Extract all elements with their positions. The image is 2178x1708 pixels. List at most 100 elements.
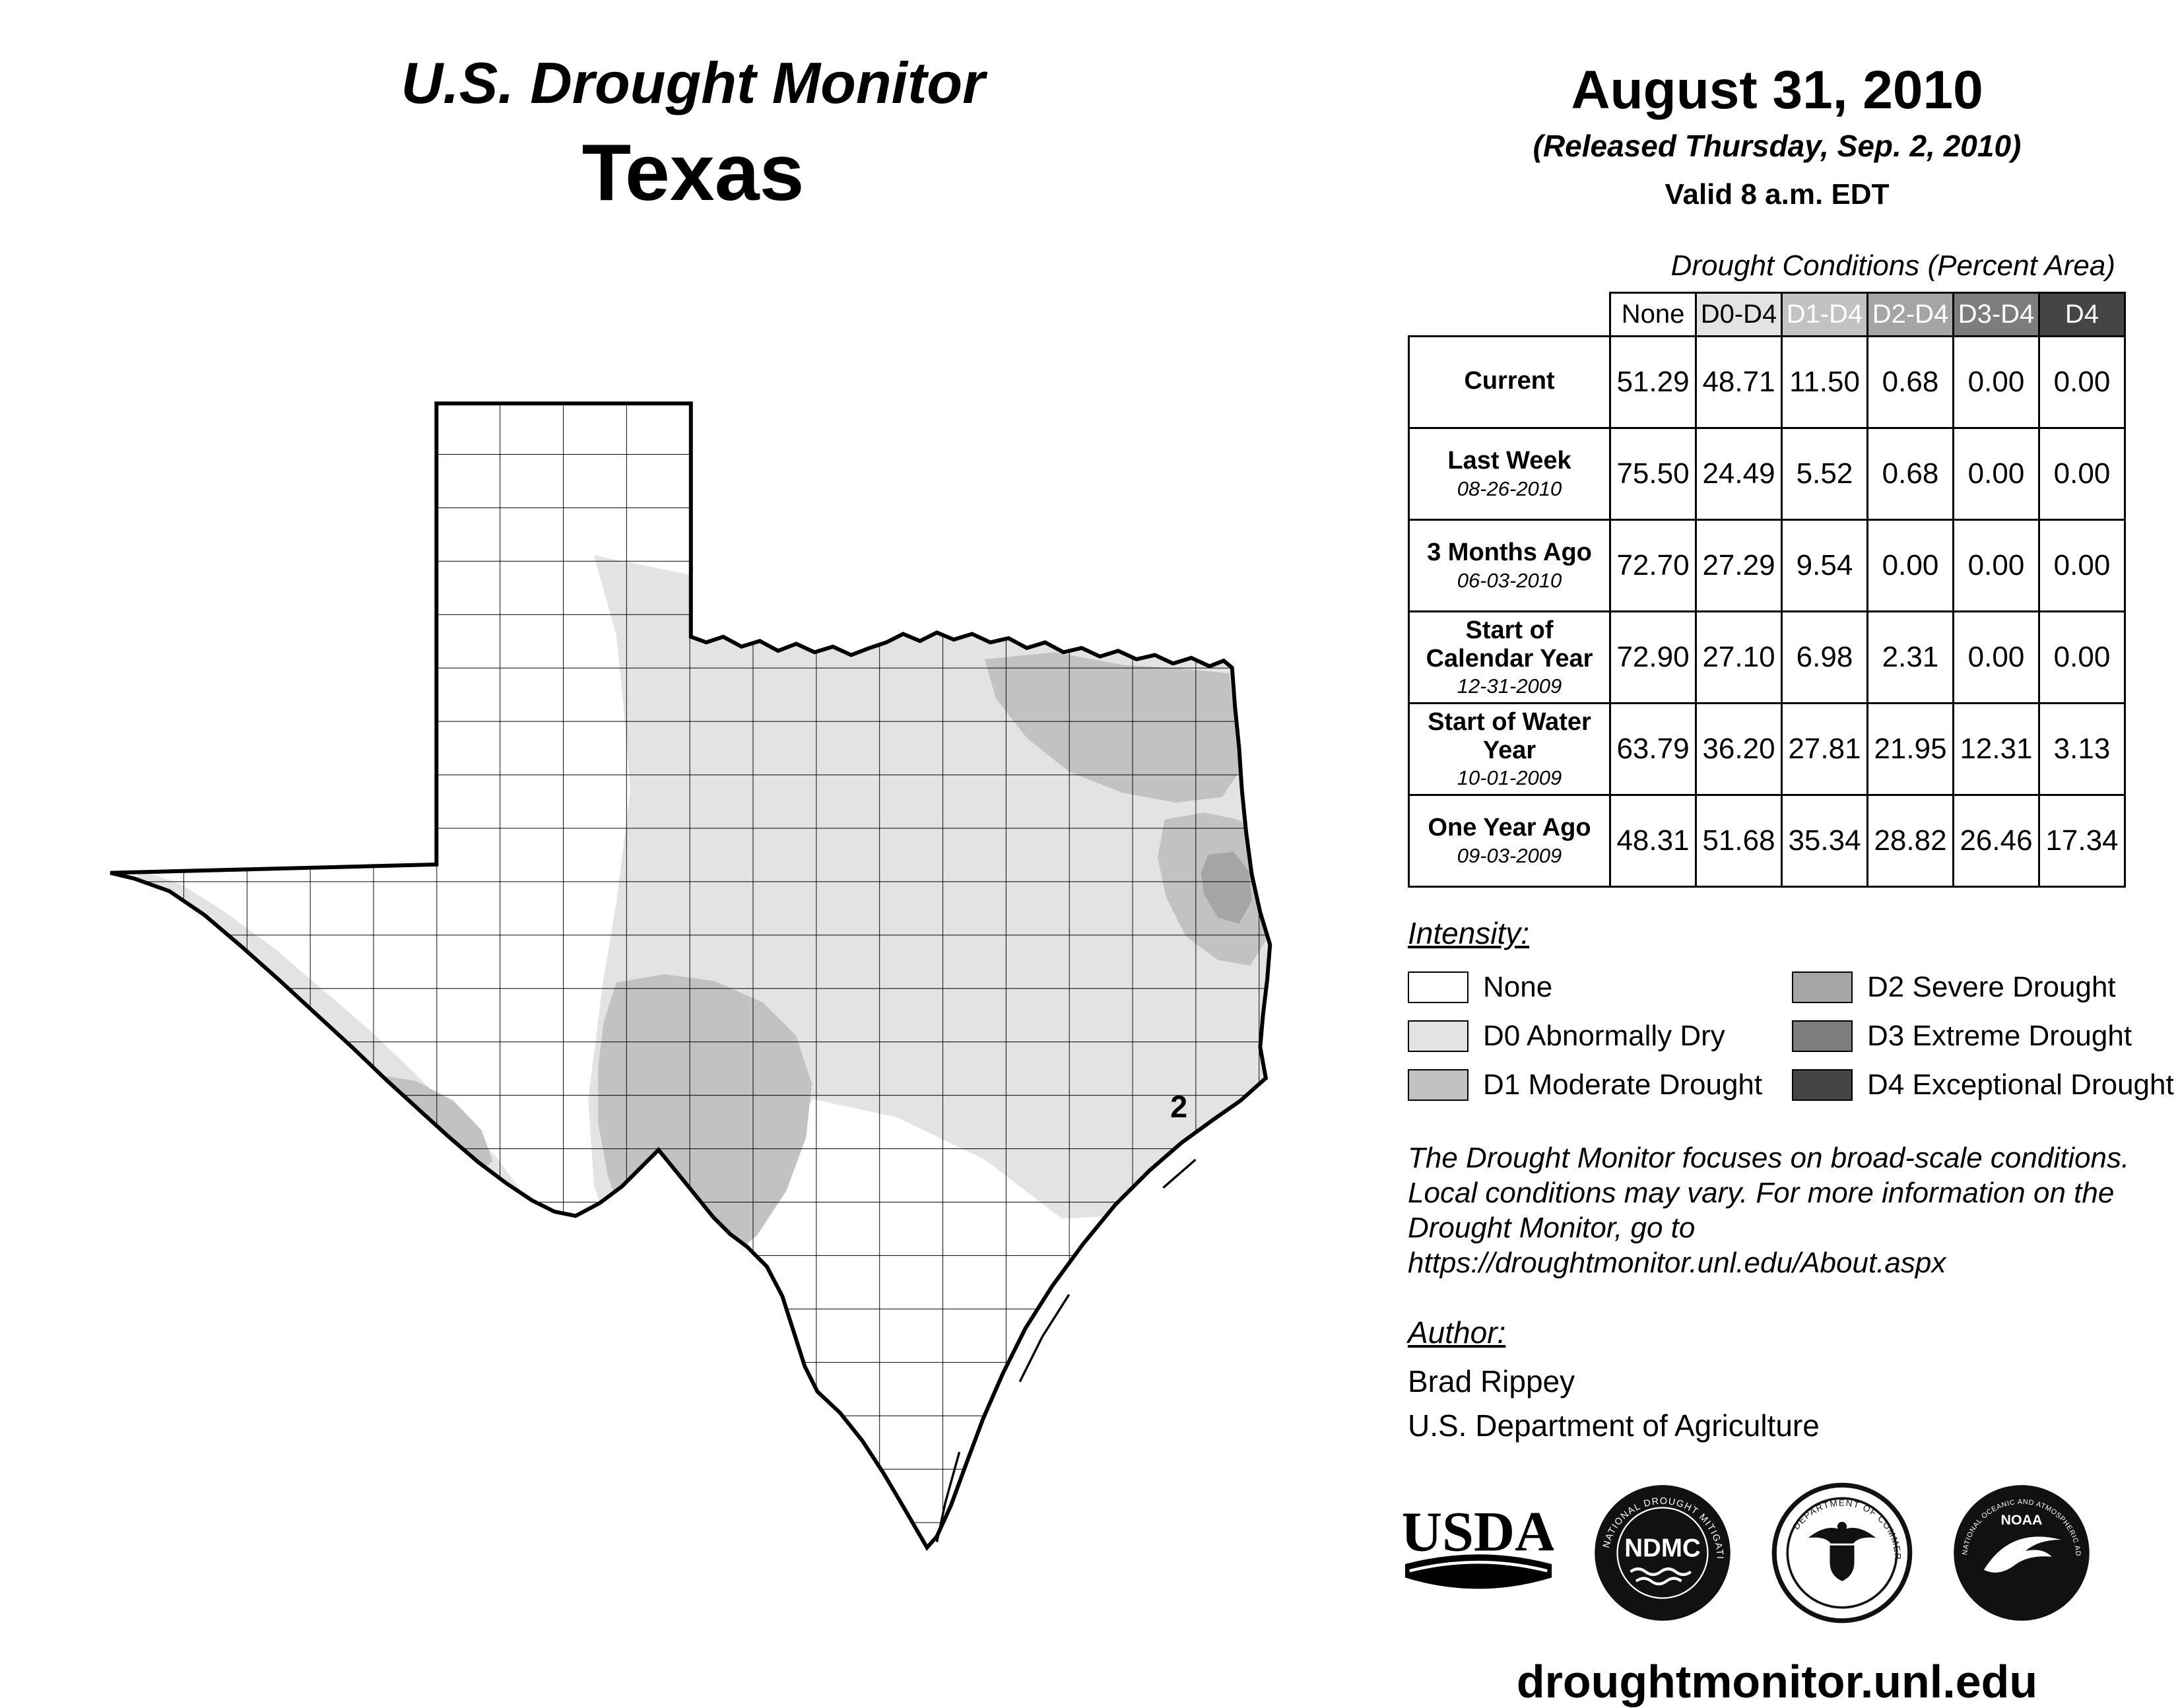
value-cell: 9.54 bbox=[1781, 519, 1868, 612]
value-cell: 63.79 bbox=[1609, 702, 1697, 797]
value-cell: 35.34 bbox=[1781, 794, 1868, 888]
county-grid bbox=[110, 403, 1270, 1548]
value-cell: 12.31 bbox=[1952, 702, 2040, 797]
author-block: Author: Brad Rippey U.S. Department of A… bbox=[1408, 1315, 2162, 1447]
value-cell: 0.00 bbox=[1952, 335, 2040, 429]
usda-swoosh bbox=[1404, 1554, 1552, 1589]
monitor-title: U.S. Drought Monitor bbox=[401, 50, 985, 115]
value-cell: 48.71 bbox=[1695, 335, 1783, 429]
value-cell: 0.00 bbox=[2038, 335, 2126, 429]
col-header-d4: D4 bbox=[2038, 292, 2126, 337]
value-cell: 0.00 bbox=[2038, 427, 2126, 521]
agency-logos: USDA NATIONAL DROUGHT MITIGATION CENTER … bbox=[1403, 1482, 2162, 1624]
texas-drought-map: 2 bbox=[99, 389, 1287, 1559]
value-cell: 75.50 bbox=[1609, 427, 1697, 521]
map-annotation: 2 bbox=[1170, 1090, 1187, 1124]
valid-time: Valid 8 a.m. EDT bbox=[1665, 178, 1890, 211]
value-cell: 27.81 bbox=[1781, 702, 1868, 797]
col-header-none: None bbox=[1609, 292, 1697, 337]
value-cell: 0.68 bbox=[1866, 427, 1954, 521]
value-cell: 26.46 bbox=[1952, 794, 2040, 888]
row-label: Start of Water Year 10-01-2009 bbox=[1408, 702, 1611, 797]
value-cell: 27.10 bbox=[1695, 610, 1783, 705]
report-date: August 31, 2010 bbox=[1571, 60, 1983, 120]
table-header-row: None D0-D4 D1-D4 D2-D4 D3-D4 D4 bbox=[1408, 292, 2126, 337]
legend-label: D4 Exceptional Drought bbox=[1867, 1068, 2174, 1101]
value-cell: 3.13 bbox=[2038, 702, 2126, 797]
table-row-start-water-year: Start of Water Year 10-01-2009 63.79 36.… bbox=[1408, 702, 2126, 797]
legend-item-d3: D3 Extreme Drought bbox=[1792, 1012, 2177, 1061]
author-title: Author: bbox=[1408, 1315, 1506, 1350]
info-column: August 31, 2010 (Released Thursday, Sep.… bbox=[1393, 59, 2174, 1708]
value-cell: 48.31 bbox=[1609, 794, 1697, 888]
value-cell: 28.82 bbox=[1866, 794, 1954, 888]
col-header-d2d4: D2-D4 bbox=[1866, 292, 1954, 337]
drought-conditions-table: None D0-D4 D1-D4 D2-D4 D3-D4 D4 Current … bbox=[1408, 292, 2126, 888]
value-cell: 0.00 bbox=[1866, 519, 1954, 612]
commerce-seal: DEPARTMENT OF COMMERCE bbox=[1771, 1482, 1913, 1624]
table-row-current: Current 51.29 48.71 11.50 0.68 0.00 0.00 bbox=[1408, 335, 2126, 429]
legend-swatch-d1 bbox=[1408, 1069, 1468, 1101]
legend-item-d4: D4 Exceptional Drought bbox=[1792, 1061, 2177, 1109]
ndmc-logo: NATIONAL DROUGHT MITIGATION CENTER NDMC bbox=[1595, 1485, 1731, 1621]
title-block: U.S. Drought Monitor Texas bbox=[198, 49, 1188, 218]
legend-item-none: None bbox=[1408, 963, 1792, 1012]
legend-swatch-d3 bbox=[1792, 1020, 1853, 1053]
value-cell: 0.00 bbox=[1952, 610, 2040, 705]
noaa-logo: NATIONAL OCEANIC AND ATMOSPHERIC ADMINIS… bbox=[1954, 1485, 2090, 1621]
noaa-wordmark: NOAA bbox=[2001, 1512, 2043, 1528]
row-label: Current bbox=[1408, 335, 1611, 429]
disclaimer: The Drought Monitor focuses on broad-sca… bbox=[1408, 1141, 2162, 1280]
legend-item-d0: D0 Abnormally Dry bbox=[1408, 1012, 1792, 1061]
legend-label: D0 Abnormally Dry bbox=[1483, 1020, 1725, 1053]
legend-swatch-none bbox=[1408, 971, 1468, 1004]
release-date: (Released Thursday, Sep. 2, 2010) bbox=[1533, 129, 2022, 163]
value-cell: 0.00 bbox=[2038, 519, 2126, 612]
legend-label: D1 Moderate Drought bbox=[1483, 1068, 1763, 1101]
value-cell: 0.00 bbox=[1952, 519, 2040, 612]
author-name: Brad Rippey bbox=[1408, 1364, 1575, 1399]
table-title: Drought Conditions (Percent Area) bbox=[1670, 249, 2115, 282]
intensity-title: Intensity: bbox=[1408, 916, 1530, 951]
table-row-start-calendar-year: Start of Calendar Year 12-31-2009 72.90 … bbox=[1408, 610, 2126, 705]
value-cell: 36.20 bbox=[1695, 702, 1783, 797]
value-cell: 24.49 bbox=[1695, 427, 1783, 521]
value-cell: 0.68 bbox=[1866, 335, 1954, 429]
disclaimer-line: Local conditions may vary. For more info… bbox=[1408, 1176, 2115, 1209]
noaa-bird bbox=[1983, 1536, 2061, 1573]
value-cell: 27.29 bbox=[1695, 519, 1783, 612]
author-org: U.S. Department of Agriculture bbox=[1408, 1408, 1820, 1443]
col-header-d3d4: D3-D4 bbox=[1952, 292, 2040, 337]
value-cell: 2.31 bbox=[1866, 610, 1954, 705]
value-cell: 51.29 bbox=[1609, 335, 1697, 429]
value-cell: 5.52 bbox=[1781, 427, 1868, 521]
value-cell: 21.95 bbox=[1866, 702, 1954, 797]
value-cell: 0.00 bbox=[2038, 610, 2126, 705]
usda-wordmark: USDA bbox=[1403, 1499, 1554, 1563]
commerce-eagle bbox=[1837, 1521, 1847, 1531]
table-row-3-months-ago: 3 Months Ago 06-03-2010 72.70 27.29 9.54… bbox=[1408, 519, 2126, 612]
value-cell: 51.68 bbox=[1695, 794, 1783, 888]
site-url: droughtmonitor.unl.edu bbox=[1516, 1655, 2038, 1707]
region-title: Texas bbox=[581, 127, 805, 217]
legend-label: None bbox=[1483, 971, 1553, 1004]
table-row-one-year-ago: One Year Ago 09-03-2009 48.31 51.68 35.3… bbox=[1408, 794, 2126, 888]
row-label: 3 Months Ago 06-03-2010 bbox=[1408, 519, 1611, 612]
table-corner-cell bbox=[1408, 292, 1610, 337]
value-cell: 11.50 bbox=[1781, 335, 1868, 429]
disclaimer-line: The Drought Monitor focuses on broad-sca… bbox=[1408, 1142, 2130, 1175]
value-cell: 72.90 bbox=[1609, 610, 1697, 705]
ndmc-waves bbox=[1630, 1567, 1692, 1576]
col-header-d1d4: D1-D4 bbox=[1781, 292, 1868, 337]
legend-label: D3 Extreme Drought bbox=[1867, 1020, 2132, 1053]
commerce-shield bbox=[1830, 1545, 1855, 1581]
legend-swatch-d0 bbox=[1408, 1020, 1468, 1053]
value-cell: 17.34 bbox=[2038, 794, 2126, 888]
legend-item-d2: D2 Severe Drought bbox=[1792, 963, 2177, 1012]
intensity-legend: None D0 Abnormally Dry D1 Moderate Droug… bbox=[1408, 963, 2174, 1109]
disclaimer-line: Drought Monitor, go to https://droughtmo… bbox=[1408, 1211, 1946, 1279]
barrier-islands bbox=[935, 1158, 1197, 1542]
row-label: One Year Ago 09-03-2009 bbox=[1408, 794, 1611, 888]
legend-swatch-d2 bbox=[1792, 971, 1853, 1004]
